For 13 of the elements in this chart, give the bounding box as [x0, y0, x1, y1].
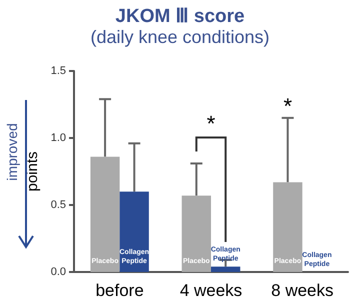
x-tick-label: 4 weeks [180, 281, 242, 300]
chart-subtitle: (daily knee conditions) [90, 27, 270, 47]
chart-title: JKOM Ⅲ score [115, 6, 245, 27]
annotation: * [206, 110, 216, 136]
annotation: * [283, 93, 292, 118]
text: improved [4, 123, 20, 181]
y-tick-label: 0.0 [50, 266, 66, 278]
y-axis-title: points [24, 151, 41, 192]
x-tick-label: 8 weeks [271, 281, 334, 300]
y-tick-label: 0.5 [50, 199, 66, 211]
x-tick-label: before [96, 281, 144, 300]
y-tick-label: 1.0 [50, 132, 66, 144]
y-tick-label: 1.5 [50, 65, 66, 77]
